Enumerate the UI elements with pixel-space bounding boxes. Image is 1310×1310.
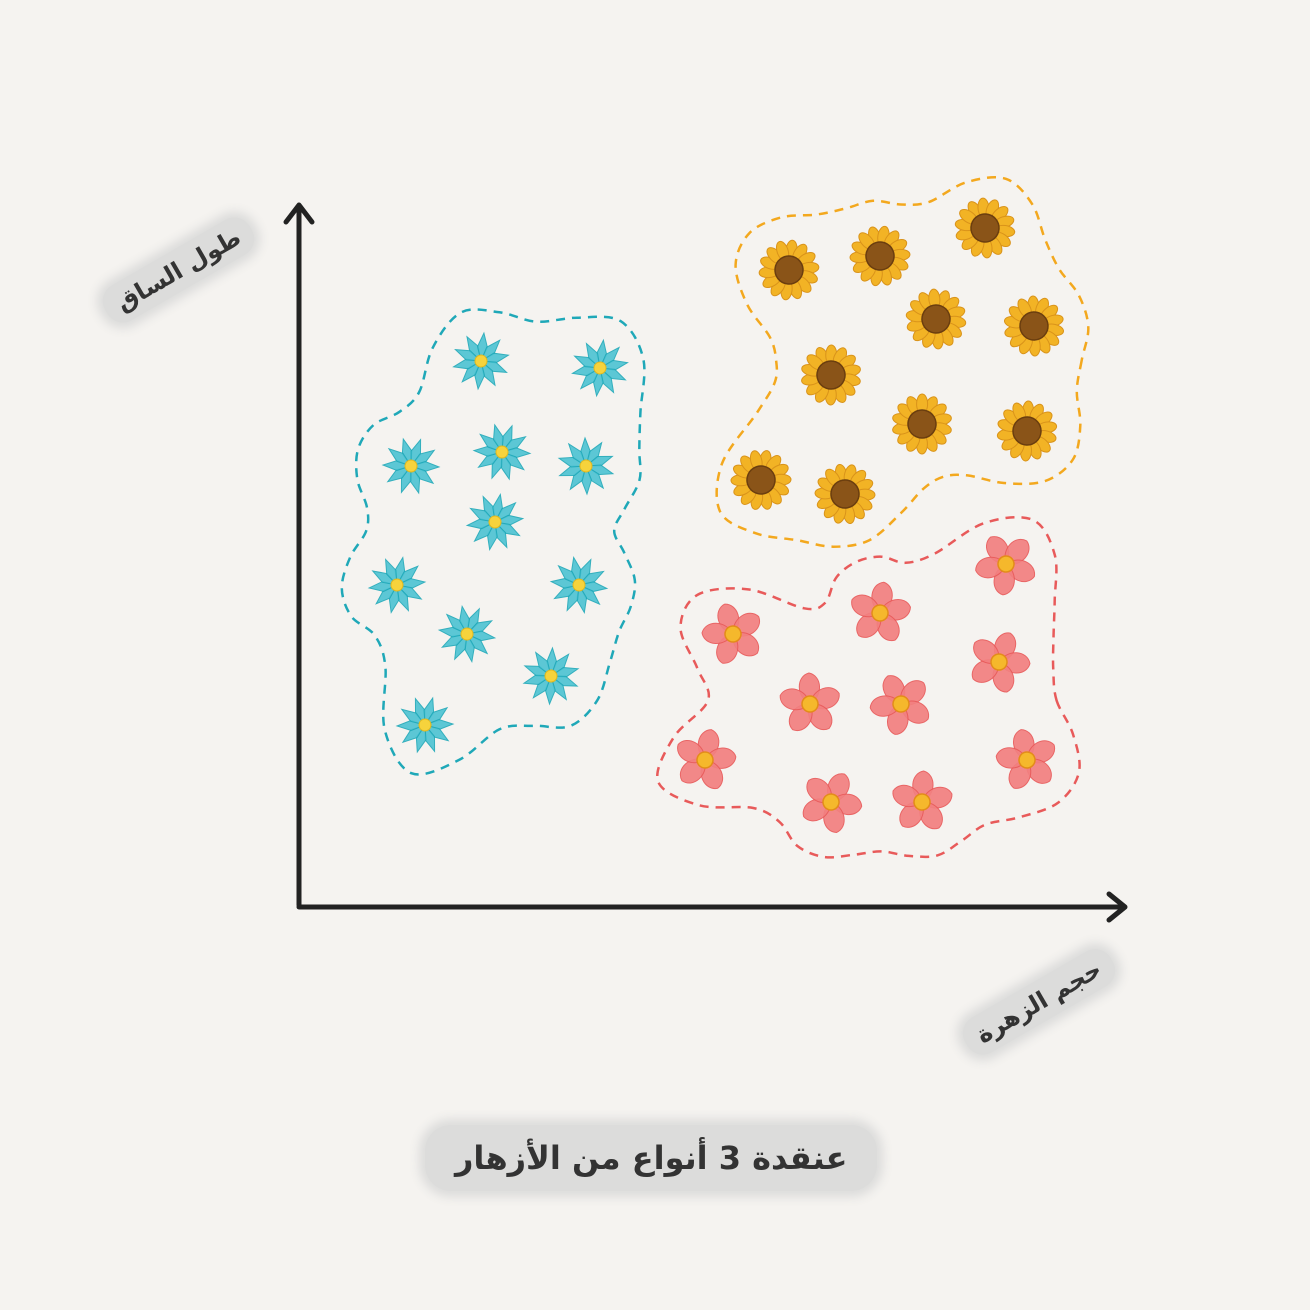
cluster-outline-2: [715, 176, 1090, 548]
data-point-blue-star-flower-icon: [571, 338, 629, 398]
data-point-pink-petal-flower-icon: [779, 672, 840, 732]
data-point-blue-star-flower-icon: [557, 436, 615, 496]
data-point-sunflower-icon: [905, 288, 967, 350]
cluster-outline-1: [340, 308, 646, 776]
data-point-sunflower-icon: [996, 400, 1058, 462]
data-point-pink-petal-flower-icon: [701, 603, 761, 664]
chart-title: عنقدة 3 أنواع من الأزهار: [425, 1125, 878, 1191]
data-point-pink-petal-flower-icon: [971, 632, 1031, 693]
data-point-sunflower-icon: [801, 344, 861, 406]
data-point-blue-star-flower-icon: [472, 423, 532, 481]
data-point-blue-star-flower-icon: [522, 646, 580, 706]
data-point-blue-star-flower-icon: [465, 493, 525, 551]
data-point-sunflower-icon: [814, 463, 876, 525]
data-points: [367, 197, 1065, 834]
x-axis-arrowhead: [1106, 891, 1128, 923]
data-point-sunflower-icon: [758, 239, 820, 301]
data-point-sunflower-icon: [849, 225, 911, 287]
data-point-blue-star-flower-icon: [549, 556, 609, 614]
data-point-pink-petal-flower-icon: [995, 729, 1056, 789]
data-point-pink-petal-flower-icon: [802, 773, 863, 834]
data-point-blue-star-flower-icon: [367, 556, 427, 614]
y-axis-arrowhead: [283, 202, 315, 225]
data-point-pink-petal-flower-icon: [851, 581, 911, 642]
data-point-pink-petal-flower-icon: [892, 770, 953, 830]
data-point-pink-petal-flower-icon: [869, 675, 930, 735]
data-point-sunflower-icon: [730, 450, 792, 510]
data-point-sunflower-icon: [892, 393, 952, 455]
data-point-blue-star-flower-icon: [452, 331, 510, 391]
data-point-blue-star-flower-icon: [395, 696, 455, 754]
axes: [283, 202, 1128, 923]
data-point-pink-petal-flower-icon: [975, 536, 1035, 596]
data-point-blue-star-flower-icon: [381, 437, 441, 495]
data-point-sunflower-icon: [1003, 295, 1065, 357]
cluster-outlines: [340, 176, 1090, 859]
data-point-sunflower-icon: [954, 197, 1016, 259]
data-point-pink-petal-flower-icon: [677, 729, 737, 789]
data-point-blue-star-flower-icon: [437, 604, 497, 664]
